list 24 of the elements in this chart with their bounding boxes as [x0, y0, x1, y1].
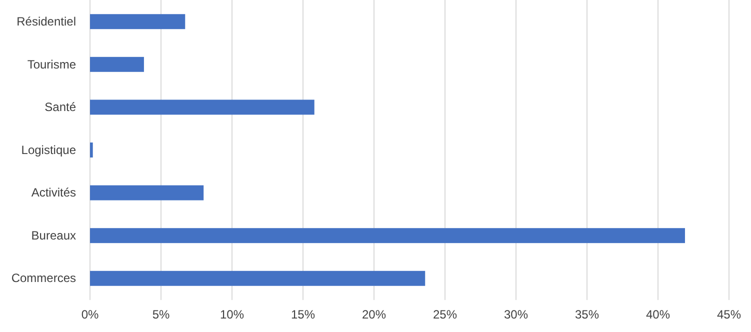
bar [90, 56, 144, 72]
bar [90, 142, 93, 158]
x-tick-label: 35% [574, 308, 600, 322]
x-tick-label: 15% [290, 308, 316, 322]
y-tick-label: Activités [31, 186, 76, 200]
y-tick-label: Commerces [11, 271, 76, 286]
x-tick-label: 45% [716, 308, 742, 322]
bar [90, 228, 685, 244]
x-tick-label: 0% [81, 308, 99, 322]
y-tick-label: Bureaux [31, 228, 76, 242]
x-tick-label: 10% [220, 308, 244, 322]
y-tick-label: Santé [44, 100, 76, 114]
x-tick-label: 25% [432, 308, 458, 322]
y-tick-label: Logistique [21, 142, 76, 157]
bar [90, 270, 426, 286]
x-tick-label: 20% [362, 308, 386, 322]
y-tick-label: Résidentiel [16, 14, 76, 28]
x-tick-label: 40% [646, 308, 670, 322]
bar [90, 100, 314, 115]
x-tick-label: 5% [152, 308, 170, 322]
y-tick-label: Tourisme [27, 57, 76, 72]
bar [90, 14, 186, 30]
x-tick-label: 30% [504, 308, 528, 322]
bar [90, 185, 204, 200]
